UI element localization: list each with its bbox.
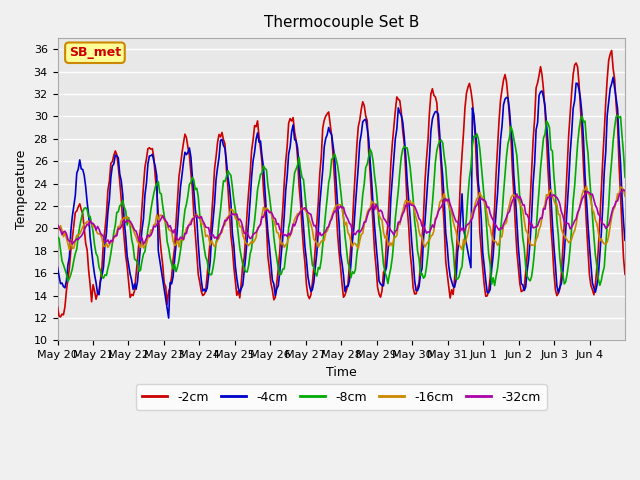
X-axis label: Time: Time [326,366,356,379]
Y-axis label: Temperature: Temperature [15,150,28,229]
Text: SB_met: SB_met [69,46,121,59]
Title: Thermocouple Set B: Thermocouple Set B [264,15,419,30]
Legend: -2cm, -4cm, -8cm, -16cm, -32cm: -2cm, -4cm, -8cm, -16cm, -32cm [136,384,547,410]
